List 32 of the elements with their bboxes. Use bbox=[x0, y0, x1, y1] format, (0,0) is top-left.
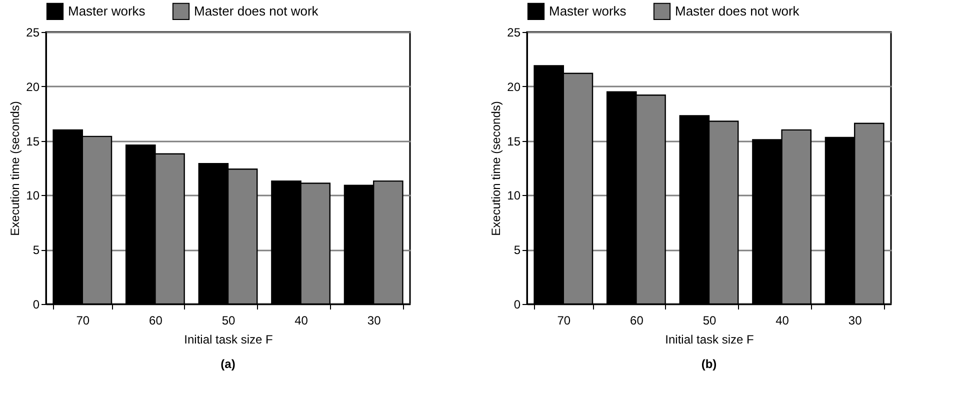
y-tick-label: 5 bbox=[514, 243, 521, 258]
y-tick-label: 15 bbox=[507, 134, 521, 148]
x-tick-label: 60 bbox=[149, 314, 163, 328]
x-tick-label: 40 bbox=[294, 314, 308, 328]
x-tick-label: 30 bbox=[848, 314, 862, 328]
y-tick-label: 10 bbox=[507, 188, 521, 203]
y-tick-label: 15 bbox=[26, 134, 40, 148]
x-tick-label: 70 bbox=[557, 314, 571, 328]
y-tick-label: 0 bbox=[32, 298, 40, 312]
legend-label: Master does not work bbox=[194, 3, 319, 18]
legend-label: Master does not work bbox=[675, 3, 800, 18]
x-tick-label: 30 bbox=[367, 314, 382, 328]
y-tick-label: 20 bbox=[507, 80, 521, 94]
y-tick-label: 20 bbox=[26, 80, 40, 94]
legend-label: Master works bbox=[549, 3, 627, 18]
x-axis-title: Initial task size F bbox=[184, 332, 273, 346]
y-tick-label: 10 bbox=[26, 188, 40, 203]
y-tick-label: 5 bbox=[32, 243, 40, 258]
y-tick-label: 25 bbox=[507, 26, 521, 40]
y-axis-title: Execution time (seconds) bbox=[489, 101, 504, 236]
y-axis-title: Execution time (seconds) bbox=[8, 101, 22, 236]
x-tick-label: 60 bbox=[630, 314, 644, 328]
x-tick-label: 70 bbox=[76, 314, 90, 328]
y-tick-label: 0 bbox=[514, 298, 521, 312]
text: (b) bbox=[701, 357, 717, 371]
y-tick-label: 25 bbox=[26, 26, 40, 40]
x-tick-label: 40 bbox=[776, 314, 790, 328]
text: (a) bbox=[220, 357, 236, 371]
x-axis-title: Initial task size F bbox=[665, 332, 754, 346]
legend-label: Master works bbox=[68, 3, 146, 18]
x-tick-label: 50 bbox=[702, 314, 716, 328]
x-tick-label: 50 bbox=[222, 314, 236, 328]
